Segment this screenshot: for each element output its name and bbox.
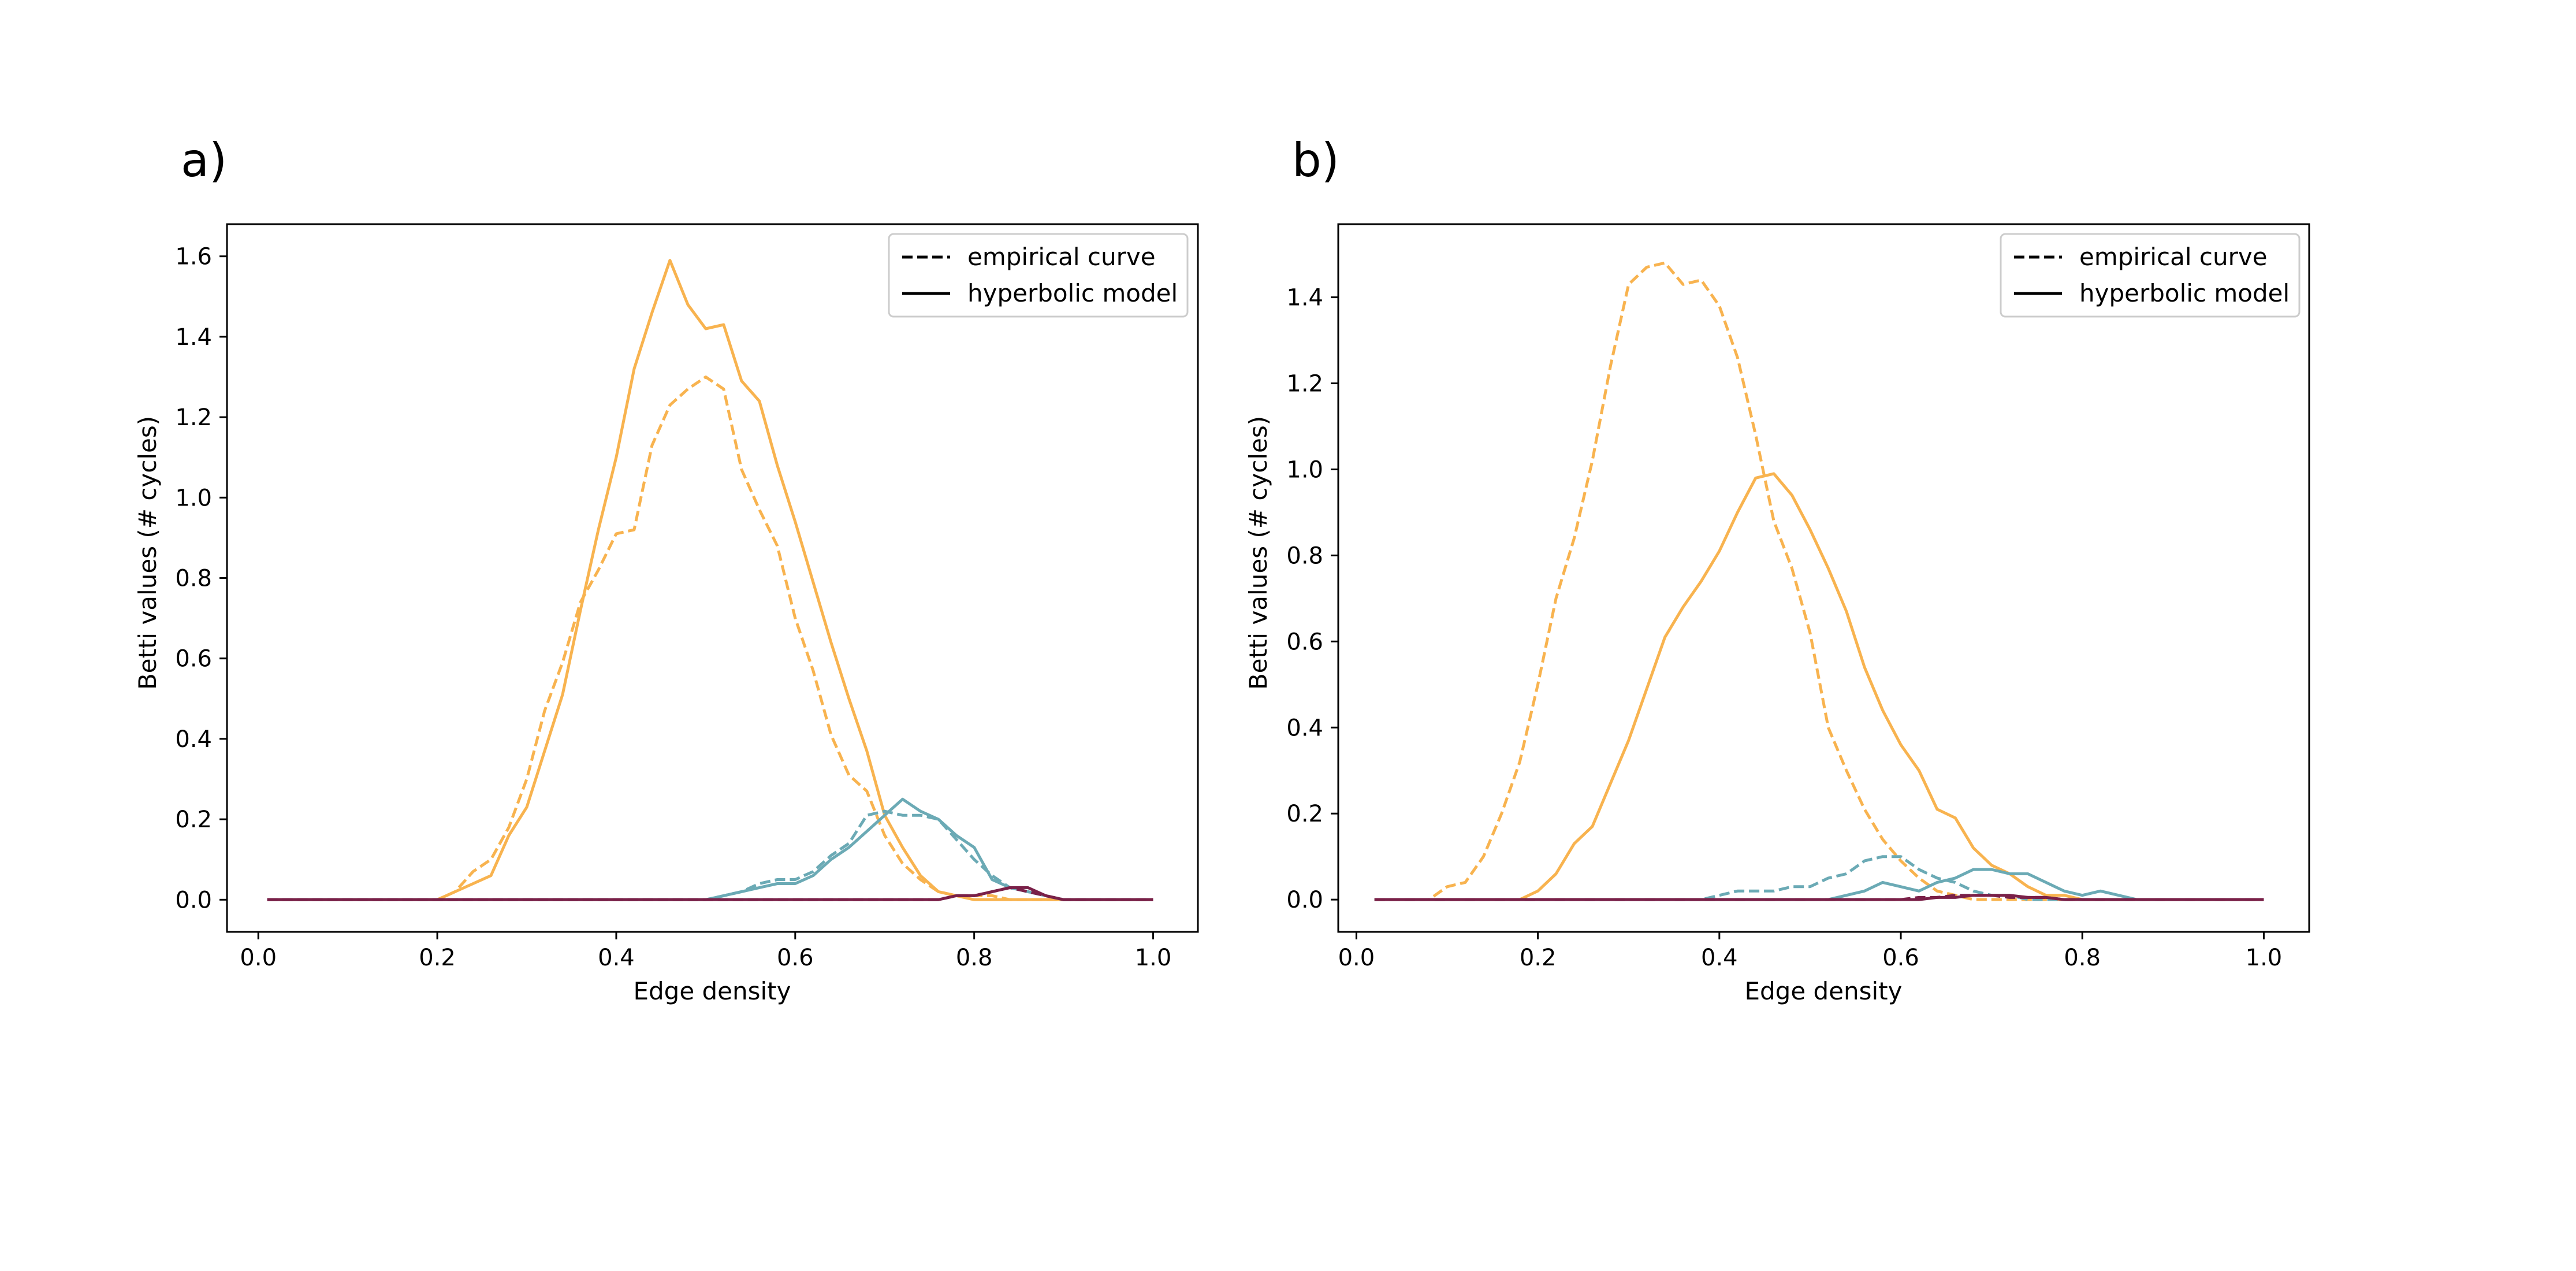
panel-a-ytick-label: 1.0 — [175, 485, 212, 511]
panel-a-series-betti-2-empirical — [267, 809, 1153, 901]
panel-b-xtick-label: 1.0 — [2246, 945, 2283, 971]
panel-a-ytick-label: 1.2 — [175, 404, 212, 431]
panel-a-xtick-label: 0.6 — [777, 945, 814, 971]
panel-b-ytick-label: 0.0 — [1286, 887, 1323, 913]
panel-a-ylabel: Betti values (# cycles) — [133, 416, 162, 690]
panel-a-legend-frame — [888, 233, 1189, 318]
panel-a-ytick-label: 0.2 — [175, 807, 212, 833]
panel-b-ylabel: Betti values (# cycles) — [1244, 416, 1272, 690]
panel-b-ytick-label: 1.2 — [1286, 371, 1323, 397]
panel-a-xlabel: Edge density — [633, 977, 791, 1005]
panel-a-series-group — [267, 259, 1153, 901]
panel-a-series-betti-3-hyperbolic — [267, 886, 1153, 901]
panel-b-ytick-label: 0.4 — [1286, 715, 1323, 741]
panel-a-series-betti-1-empirical — [267, 376, 1153, 901]
panel-b-ytick-label: 0.2 — [1286, 801, 1323, 827]
panel-b-series-betti-3-hyperbolic — [1374, 894, 2264, 901]
panel-a-legend-hyperbolic-label: hyperbolic model — [967, 279, 1178, 307]
panel-b-xtick-label: 0.6 — [1882, 945, 1919, 971]
panel-a-ytick-label: 0.4 — [175, 726, 212, 753]
panel-b-ytick-label: 0.6 — [1286, 629, 1323, 655]
panel-b: b) Edge density Betti values (# cycles) … — [1244, 133, 2310, 1005]
panel-a-xtick-label: 0.0 — [240, 945, 277, 971]
panel-b-label: b) — [1292, 133, 1339, 187]
panel-a-xtick-label: 0.8 — [956, 945, 993, 971]
panel-b-xtick-label: 0.8 — [2064, 945, 2101, 971]
panel-b-xtick-label: 0.0 — [1338, 945, 1375, 971]
panel-b-legend-empirical-label: empirical curve — [2079, 243, 2268, 271]
panel-a-ytick-label: 1.6 — [175, 244, 212, 270]
panel-b-ytick-label: 0.8 — [1286, 542, 1323, 569]
panel-b-series-group — [1374, 261, 2264, 901]
panel-b-xtick-label: 0.2 — [1520, 945, 1557, 971]
panel-b-series-betti-1-empirical — [1374, 261, 2264, 901]
panel-a-ytick-label: 0.0 — [175, 887, 212, 913]
panel-a-ytick-label: 0.6 — [175, 646, 212, 672]
panel-b-xlabel: Edge density — [1744, 977, 1902, 1005]
panel-a-ytick-label: 0.8 — [175, 566, 212, 592]
panel-a-label: a) — [181, 133, 227, 187]
panel-b-xtick-label: 0.4 — [1701, 945, 1738, 971]
panel-a-legend-empirical-label: empirical curve — [967, 243, 1156, 271]
panel-a-legend: empirical curve hyperbolic model — [888, 233, 1189, 318]
panel-b-ytick-label: 1.4 — [1286, 285, 1323, 311]
panel-b-legend: empirical curve hyperbolic model — [2000, 233, 2300, 318]
panel-a-xtick-label: 0.4 — [598, 945, 635, 971]
panel-a-ytick-label: 1.4 — [175, 324, 212, 351]
panel-a: a) Edge density Betti values (# cycles) … — [133, 133, 1199, 1005]
panel-b-series-betti-2-hyperbolic — [1374, 868, 2264, 901]
panel-b-ytick-label: 1.0 — [1286, 456, 1323, 483]
panel-b-plot-frame — [1337, 223, 2310, 933]
panel-a-xtick-label: 0.2 — [419, 945, 456, 971]
panel-a-xtick-label: 1.0 — [1135, 945, 1172, 971]
panel-a-series-betti-1-hyperbolic — [267, 259, 1153, 901]
panel-b-series-betti-1-hyperbolic — [1374, 472, 2264, 901]
panel-b-legend-hyperbolic-label: hyperbolic model — [2079, 279, 2290, 307]
panel-b-legend-frame — [2000, 233, 2300, 318]
